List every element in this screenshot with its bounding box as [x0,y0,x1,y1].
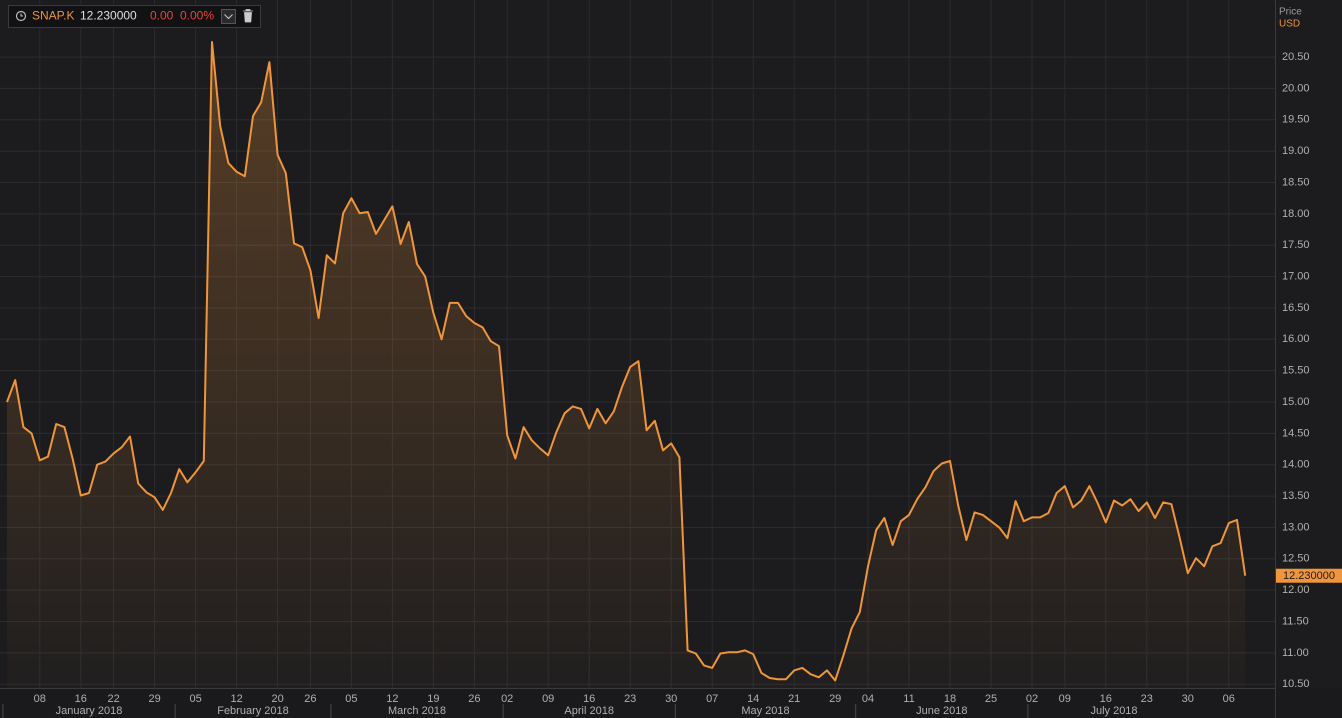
y-tick-label: 19.00 [1282,145,1310,157]
y-tick-label: 20.50 [1282,51,1310,63]
month-label: March 2018 [388,705,446,717]
x-tick-label: 20 [271,693,283,705]
y-tick-label: 10.50 [1282,678,1310,690]
x-tick-label: 26 [468,693,480,705]
x-tick-label: 12 [230,693,242,705]
x-tick-label: 29 [829,693,841,705]
x-tick-label: 05 [345,693,357,705]
y-tick-label: 12.00 [1282,584,1310,596]
x-tick-label: 29 [148,693,160,705]
header-box [8,5,261,28]
y-tick-label: 20.00 [1282,82,1310,94]
area-fill [7,42,1246,688]
y-tick-label: 16.50 [1282,302,1310,314]
x-tick-label: 16 [75,693,87,705]
change: 0.00 [150,9,174,23]
x-tick-label: 25 [985,693,997,705]
x-tick-label: 30 [665,693,677,705]
y-tick-label: 12.50 [1282,553,1310,565]
x-tick-label: 12 [386,693,398,705]
x-tick-label: 08 [34,693,46,705]
clock-icon [15,10,27,22]
month-label: July 2018 [1090,705,1137,717]
price: 12.230000 [80,9,137,23]
x-tick-label: 23 [624,693,636,705]
axes: 10.50 11.00 11.50 12.00 12.50 13.00 13.50 14.00… [2,51,1342,718]
x-tick-label: 16 [1100,693,1112,705]
x-tick-label: 23 [1141,693,1153,705]
y-tick-label: 17.00 [1282,270,1310,282]
y-tick-label: 11.00 [1282,647,1309,659]
header: SNAP.K 12.230000 0.00 0.00% [8,5,261,28]
x-tick-label: 07 [706,693,718,705]
x-tick-label: 26 [304,693,316,705]
y-axis-title: Price [1279,7,1302,18]
y-tick-label: 18.00 [1282,208,1310,220]
dropdown-arrow [224,14,233,20]
delete-button[interactable] [243,9,253,23]
price-line [6,41,1247,682]
y-tick-label: 15.50 [1282,365,1310,377]
x-tick-label: 19 [427,693,439,705]
month-label: February 2018 [217,705,289,717]
x-tick-label: 14 [747,693,759,705]
x-tick-label: 05 [189,693,201,705]
y-tick-label: 14.50 [1282,427,1310,439]
x-tick-label: 09 [1059,693,1071,705]
x-tick-label: 22 [107,693,119,705]
symbol[interactable]: SNAP.K [32,9,74,23]
x-tick-label: 21 [788,693,800,705]
x-tick-label: 02 [1026,693,1038,705]
y-tick-label: 13.00 [1282,521,1310,533]
x-tick-label: 09 [542,693,554,705]
x-tick-label: 18 [944,693,956,705]
x-tick-label: 02 [501,693,513,705]
y-tick-label: 18.50 [1282,176,1310,188]
y-tick-label: 15.00 [1282,396,1310,408]
clock-hands [20,13,23,17]
x-tick-label: 30 [1182,693,1194,705]
plot [6,41,1247,688]
month-label: April 2018 [564,705,614,717]
y-tick-label: 14.00 [1282,459,1310,471]
x-tick-label: 04 [862,693,874,705]
x-tick-label: 06 [1223,693,1235,705]
month-label: January 2018 [56,705,123,717]
month-label: June 2018 [916,705,967,717]
x-axis-area [0,688,1342,718]
x-tick-label: 16 [583,693,595,705]
change-pct: 0.00% [180,9,214,23]
y-tick-label: 19.50 [1282,114,1310,126]
y-tick-label: 13.50 [1282,490,1310,502]
last-price-label: 12.230000 [1283,570,1335,582]
dropdown-button[interactable] [221,9,236,24]
y-axis-unit: USD [1279,19,1300,30]
x-tick-label: 11 [903,693,914,705]
y-tick-label: 17.50 [1282,239,1310,251]
month-label: May 2018 [741,705,789,717]
y-tick-label: 16.00 [1282,333,1310,345]
last-price-tag [1276,568,1342,583]
y-tick-label: 11.50 [1282,615,1309,627]
